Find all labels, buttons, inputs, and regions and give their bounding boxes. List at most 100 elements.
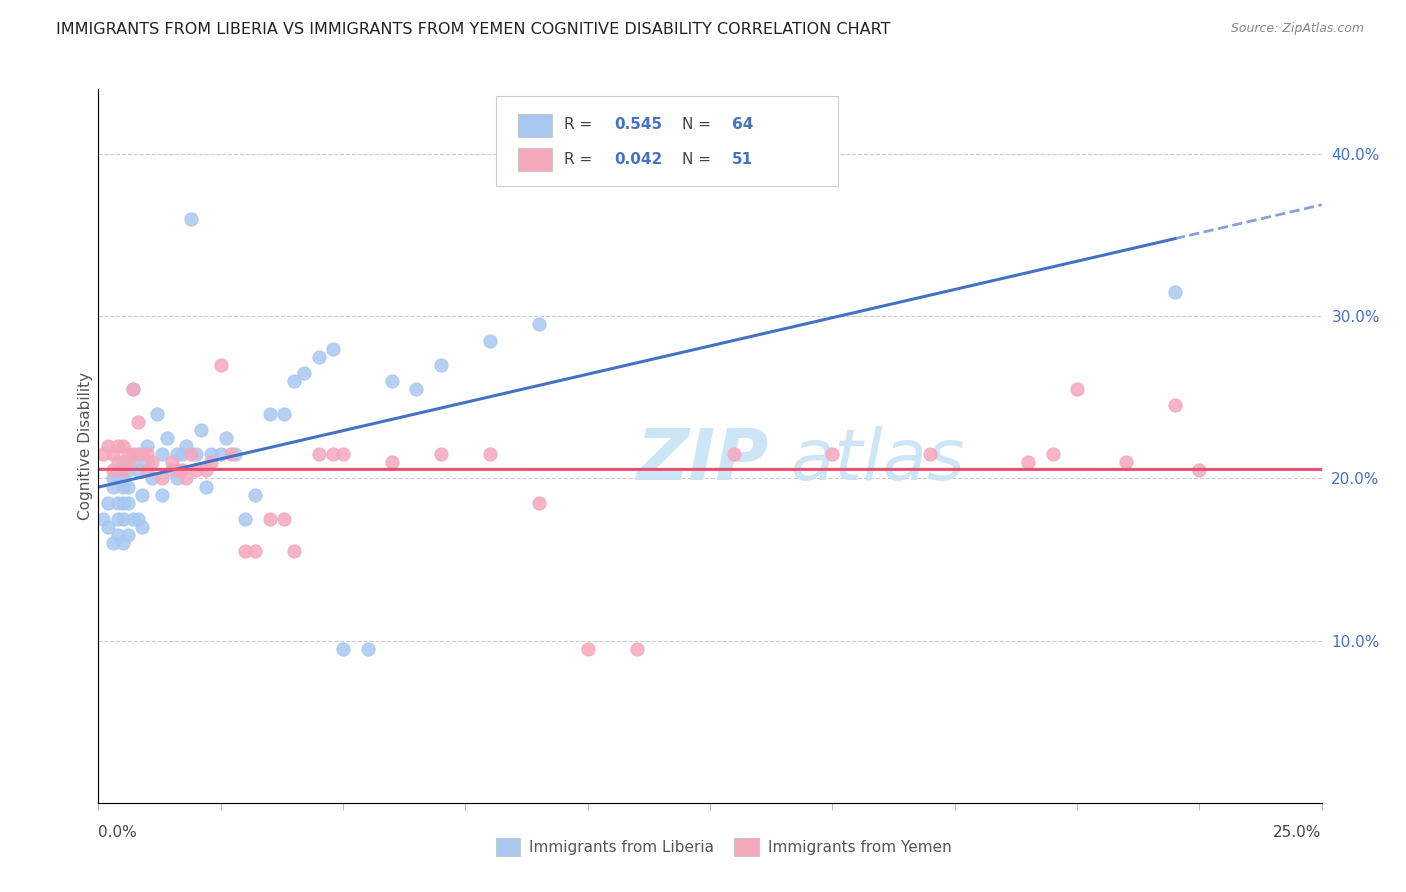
Point <box>136 439 159 453</box>
Point <box>219 447 242 461</box>
Point <box>101 479 124 493</box>
Point <box>1115 455 1137 469</box>
Point <box>107 512 129 526</box>
Point <box>478 334 501 348</box>
Point <box>101 536 124 550</box>
Point <box>273 512 295 526</box>
Point <box>1042 447 1064 461</box>
Point <box>259 407 281 421</box>
Point <box>107 528 129 542</box>
Point <box>101 471 124 485</box>
Point <box>200 447 222 461</box>
Point <box>146 407 169 421</box>
Point <box>170 463 193 477</box>
Point <box>224 447 246 461</box>
Point <box>322 447 344 461</box>
Point <box>308 447 330 461</box>
Point <box>160 455 183 469</box>
Point <box>107 471 129 485</box>
Point <box>160 463 183 477</box>
Point <box>111 455 134 469</box>
Point <box>121 382 143 396</box>
Point <box>233 512 256 526</box>
Point <box>127 512 149 526</box>
Point <box>111 439 134 453</box>
Point <box>209 358 232 372</box>
Text: R =: R = <box>564 152 598 167</box>
Point <box>214 431 236 445</box>
Point <box>136 447 159 461</box>
Point <box>141 471 163 485</box>
Bar <box>734 838 759 856</box>
Point <box>527 496 550 510</box>
Point <box>111 536 134 550</box>
Point <box>430 358 453 372</box>
Point <box>190 423 212 437</box>
Point <box>200 455 222 469</box>
Point <box>127 463 149 477</box>
Point <box>259 512 281 526</box>
FancyBboxPatch shape <box>496 96 838 186</box>
Point <box>127 447 149 461</box>
Point <box>626 641 648 656</box>
Text: 0.042: 0.042 <box>614 152 662 167</box>
Point <box>283 374 305 388</box>
Point <box>332 447 354 461</box>
Text: 0.545: 0.545 <box>614 118 662 132</box>
Point <box>233 544 256 558</box>
Point <box>381 374 404 388</box>
Point <box>150 471 173 485</box>
Point <box>97 496 120 510</box>
Bar <box>517 114 553 137</box>
Point <box>150 447 173 461</box>
Point <box>121 447 143 461</box>
Point <box>111 471 134 485</box>
Point <box>101 447 124 461</box>
Point <box>101 463 124 477</box>
Point <box>195 479 218 493</box>
Point <box>273 407 295 421</box>
Point <box>180 211 202 226</box>
Text: 25.0%: 25.0% <box>1274 825 1322 840</box>
Point <box>136 455 159 469</box>
Text: Immigrants from Liberia: Immigrants from Liberia <box>529 839 714 855</box>
Point <box>107 455 129 469</box>
Point <box>121 455 143 469</box>
Text: ZIP: ZIP <box>637 425 769 495</box>
Point <box>111 463 134 477</box>
Point <box>1164 399 1187 413</box>
Bar <box>496 838 520 856</box>
Point <box>97 439 120 453</box>
Point <box>136 463 159 477</box>
Point <box>117 447 139 461</box>
Point <box>176 471 198 485</box>
Point <box>176 439 198 453</box>
Point <box>121 382 143 396</box>
Text: 51: 51 <box>733 152 754 167</box>
Point <box>381 455 404 469</box>
Text: atlas: atlas <box>790 425 965 495</box>
Point <box>170 447 193 461</box>
Point <box>131 488 153 502</box>
Bar <box>517 148 553 171</box>
Point <box>356 641 378 656</box>
Point <box>430 447 453 461</box>
Point <box>180 447 202 461</box>
Point <box>166 463 188 477</box>
Point <box>97 520 120 534</box>
Point <box>1066 382 1088 396</box>
Point <box>117 479 139 493</box>
Point <box>243 544 266 558</box>
Point <box>121 512 143 526</box>
Point <box>576 641 599 656</box>
Point <box>91 447 114 461</box>
Point <box>920 447 942 461</box>
Point <box>478 447 501 461</box>
Point <box>150 488 173 502</box>
Point <box>107 496 129 510</box>
Point <box>821 447 844 461</box>
Point <box>111 496 134 510</box>
Point <box>1188 463 1211 477</box>
Point <box>91 512 114 526</box>
Text: Source: ZipAtlas.com: Source: ZipAtlas.com <box>1230 22 1364 36</box>
